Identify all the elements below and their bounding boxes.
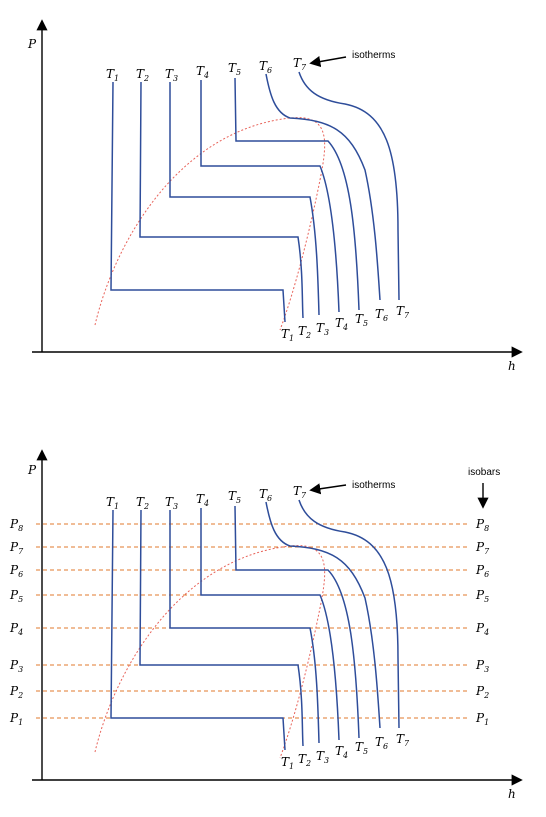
temp-label-t1: T1 xyxy=(106,495,119,511)
temp-label-t4-bottom: T4 xyxy=(335,316,348,332)
temp-label-t3: T3 xyxy=(165,67,178,83)
temp-label-t4: T4 xyxy=(196,64,209,80)
temp-label-t2-bottom: T2 xyxy=(298,324,311,340)
temp-label-t7: T7 xyxy=(293,56,307,72)
isotherm-t7 xyxy=(298,499,400,729)
saturation-dome xyxy=(94,545,326,759)
p-label-left-7: P7 xyxy=(9,540,24,556)
top-upper-temp-labels: T1 T2 T3 T4 T5 T6 T7 xyxy=(106,56,307,83)
p-label-left-5: P5 xyxy=(9,588,23,604)
temp-label-t6-bottom: T6 xyxy=(375,307,388,323)
temp-label-t5: T5 xyxy=(228,61,241,77)
isotherm-t1 xyxy=(110,509,286,751)
isotherm-t5 xyxy=(234,505,360,739)
p-label-right-1: P1 xyxy=(475,711,489,727)
y-axis-label: P xyxy=(27,463,37,477)
isotherm-t4 xyxy=(200,80,340,313)
temp-label-t5-bottom: T5 xyxy=(355,740,368,756)
temp-label-t6-bottom: T6 xyxy=(375,735,388,751)
isotherms-note: isotherms xyxy=(352,50,395,61)
isobars-note: isobars xyxy=(468,467,500,478)
y-axis-label: P xyxy=(27,37,37,51)
temp-label-t3-bottom: T3 xyxy=(316,321,329,337)
isotherm-t2 xyxy=(139,509,304,747)
temp-label-t2-bottom: T2 xyxy=(298,752,311,768)
right-pressure-labels: P8 P7 P6 P5 P4 P3 P2 P1 xyxy=(475,517,490,727)
p-label-right-5: P5 xyxy=(475,588,489,604)
x-axis-label: h xyxy=(508,359,516,373)
temp-label-t1: T1 xyxy=(106,67,119,83)
isotherm-t6 xyxy=(265,501,381,729)
bottom-lower-temp-labels: T1 T2 T3 T4 T5 T6 T7 xyxy=(281,732,410,771)
p-label-right-2: P2 xyxy=(475,684,489,700)
temp-label-t6: T6 xyxy=(259,59,272,75)
temp-label-t7-bottom: T7 xyxy=(396,732,410,748)
temp-label-t3: T3 xyxy=(165,495,178,511)
isotherm-t3 xyxy=(169,82,320,316)
x-axis-label: h xyxy=(508,787,516,801)
isotherms-arrow xyxy=(309,483,347,495)
p-label-left-1: P1 xyxy=(9,711,23,727)
temp-label-t1-bottom: T1 xyxy=(281,327,294,343)
temp-label-t6: T6 xyxy=(259,487,272,503)
temp-label-t7: T7 xyxy=(293,484,307,500)
temp-label-t4-bottom: T4 xyxy=(335,744,348,760)
isotherm-t7 xyxy=(298,71,400,301)
isotherm-t3 xyxy=(169,510,320,744)
temp-label-t5: T5 xyxy=(228,489,241,505)
isotherm-t1 xyxy=(110,81,286,323)
p-label-right-8: P8 xyxy=(475,517,489,533)
p-label-right-7: P7 xyxy=(475,540,490,556)
p-label-left-8: P8 xyxy=(9,517,23,533)
p-label-left-3: P3 xyxy=(9,658,23,674)
p-label-right-4: P4 xyxy=(475,621,489,637)
isotherm-t5 xyxy=(234,77,360,311)
isotherm-t4 xyxy=(200,508,340,741)
temp-label-t4: T4 xyxy=(196,492,209,508)
isotherms-arrow xyxy=(309,56,347,68)
temp-label-t2: T2 xyxy=(136,67,149,83)
p-label-right-3: P3 xyxy=(475,658,489,674)
temp-label-t2: T2 xyxy=(136,495,149,511)
p-label-left-2: P2 xyxy=(9,684,23,700)
temp-label-t1-bottom: T1 xyxy=(281,755,294,771)
p-label-right-6: P6 xyxy=(475,563,489,579)
temp-label-t3-bottom: T3 xyxy=(316,749,329,765)
isotherm-t6 xyxy=(265,73,381,301)
p-label-left-6: P6 xyxy=(9,563,23,579)
isotherm-t2 xyxy=(139,81,304,319)
temp-label-t7-bottom: T7 xyxy=(396,304,410,320)
top-lower-temp-labels: T1 T2 T3 T4 T5 T6 T7 xyxy=(281,304,410,343)
temp-label-t5-bottom: T5 xyxy=(355,312,368,328)
bottom-upper-temp-labels: T1 T2 T3 T4 T5 T6 T7 xyxy=(106,484,307,511)
diagram-top: P h T1 T2 T3 T4 T5 T6 T7 isotherms T1 T2… xyxy=(27,19,523,373)
saturation-dome xyxy=(94,117,326,331)
left-pressure-labels: P8 P7 P6 P5 P4 P3 P2 P1 xyxy=(9,517,24,727)
isotherms-note: isotherms xyxy=(352,480,395,491)
isobar-lines xyxy=(36,523,470,719)
diagram-bottom: P h T1 T2 T3 T4 T5 T6 T7 xyxy=(9,449,523,801)
p-label-left-4: P4 xyxy=(9,621,23,637)
